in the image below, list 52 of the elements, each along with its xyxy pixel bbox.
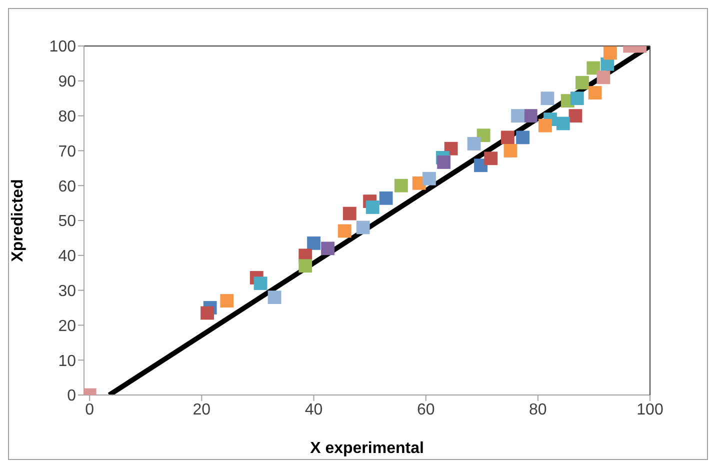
point [254, 276, 268, 290]
point [575, 76, 589, 90]
y-tick-label: 40 [58, 248, 76, 266]
y-tick-label: 100 [49, 38, 76, 56]
y-tick-label: 30 [58, 282, 76, 300]
point [200, 306, 214, 320]
point [500, 130, 514, 144]
point [356, 220, 370, 234]
y-tick-label: 90 [58, 74, 76, 91]
x-axis-title: X experimental [310, 440, 424, 457]
point [437, 156, 450, 169]
point [422, 172, 436, 186]
point [556, 116, 570, 130]
point [366, 200, 380, 214]
y-tick-label: 80 [58, 108, 76, 126]
x-tick-label: 0 [85, 401, 94, 418]
point [511, 109, 524, 123]
point [588, 86, 602, 100]
point [321, 242, 334, 256]
point [540, 92, 554, 106]
x-tick-label: 60 [416, 401, 435, 418]
y-tick-label: 60 [58, 178, 76, 196]
y-tick-label: 20 [58, 318, 76, 335]
point [394, 178, 408, 192]
point [476, 128, 490, 142]
point [342, 206, 356, 220]
y-tick-label: 70 [58, 143, 76, 160]
point [379, 191, 393, 205]
point [568, 109, 582, 123]
point [586, 61, 600, 75]
point [338, 224, 352, 238]
point [570, 92, 584, 106]
point [484, 152, 498, 166]
x-tick-label: 40 [304, 401, 323, 418]
point [596, 70, 610, 84]
point [516, 130, 530, 144]
point [220, 294, 234, 308]
y-tick-label: 0 [67, 388, 76, 405]
y-tick-label: 10 [58, 352, 76, 370]
point [604, 46, 617, 60]
point [298, 259, 312, 273]
point [524, 109, 538, 123]
point [538, 118, 552, 132]
x-tick-label: 100 [636, 401, 664, 418]
y-axis-title: Xpredicted [10, 179, 27, 262]
point [504, 144, 518, 158]
point [307, 236, 320, 250]
y-tick-label: 50 [58, 213, 76, 230]
x-tick-label: 20 [192, 401, 211, 418]
point [467, 137, 481, 150]
x-tick-label: 80 [529, 401, 547, 418]
point [268, 290, 282, 304]
